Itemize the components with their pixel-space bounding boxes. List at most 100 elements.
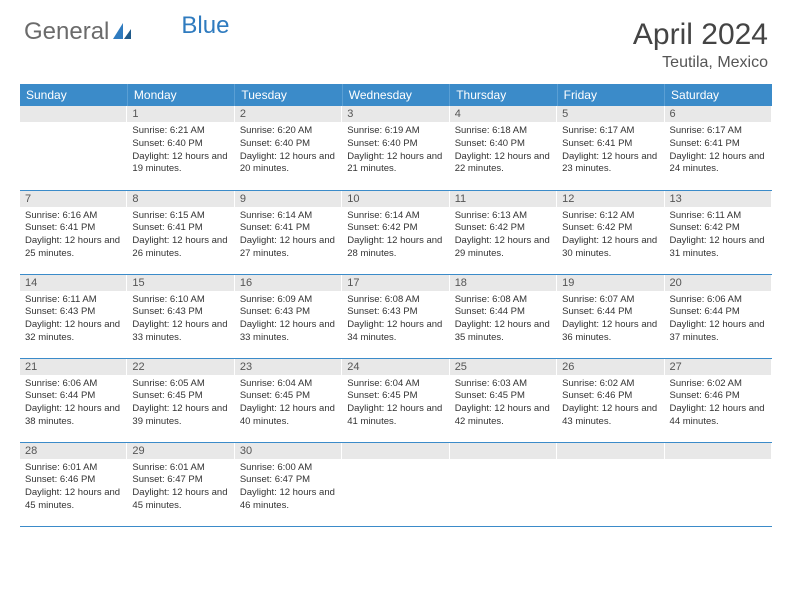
daylight-text: Daylight: 12 hours and 45 minutes. — [25, 487, 123, 513]
sunrise-text: Sunrise: 6:05 AM — [132, 378, 230, 391]
calendar-cell: 28Sunrise: 6:01 AMSunset: 6:46 PMDayligh… — [20, 442, 127, 526]
calendar-cell: 17Sunrise: 6:08 AMSunset: 6:43 PMDayligh… — [342, 274, 449, 358]
sunrise-text: Sunrise: 6:21 AM — [132, 125, 230, 138]
logo: General Blue — [24, 18, 229, 46]
sunrise-text: Sunrise: 6:15 AM — [132, 210, 230, 223]
daylight-text: Daylight: 12 hours and 42 minutes. — [455, 403, 553, 429]
calendar-cell: 12Sunrise: 6:12 AMSunset: 6:42 PMDayligh… — [557, 190, 664, 274]
daylight-text: Daylight: 12 hours and 19 minutes. — [132, 151, 230, 177]
day-number: 9 — [235, 191, 342, 207]
day-details: Sunrise: 6:19 AMSunset: 6:40 PMDaylight:… — [342, 122, 449, 179]
calendar-head: SundayMondayTuesdayWednesdayThursdayFrid… — [20, 84, 772, 106]
day-details: Sunrise: 6:01 AMSunset: 6:46 PMDaylight:… — [20, 459, 127, 516]
day-number: 8 — [127, 191, 234, 207]
daylight-text: Daylight: 12 hours and 46 minutes. — [240, 487, 338, 513]
calendar-cell: 22Sunrise: 6:05 AMSunset: 6:45 PMDayligh… — [127, 358, 234, 442]
table-row: 28Sunrise: 6:01 AMSunset: 6:46 PMDayligh… — [20, 442, 772, 526]
day-details: Sunrise: 6:04 AMSunset: 6:45 PMDaylight:… — [235, 375, 342, 432]
table-row: 14Sunrise: 6:11 AMSunset: 6:43 PMDayligh… — [20, 274, 772, 358]
day-details — [20, 122, 127, 128]
daylight-text: Daylight: 12 hours and 21 minutes. — [347, 151, 445, 177]
day-details: Sunrise: 6:14 AMSunset: 6:42 PMDaylight:… — [342, 207, 449, 264]
sunset-text: Sunset: 6:41 PM — [132, 222, 230, 235]
table-row: 21Sunrise: 6:06 AMSunset: 6:44 PMDayligh… — [20, 358, 772, 442]
day-details: Sunrise: 6:07 AMSunset: 6:44 PMDaylight:… — [557, 291, 664, 348]
sunset-text: Sunset: 6:40 PM — [132, 138, 230, 151]
sunrise-text: Sunrise: 6:09 AM — [240, 294, 338, 307]
sunset-text: Sunset: 6:43 PM — [347, 306, 445, 319]
day-details: Sunrise: 6:03 AMSunset: 6:45 PMDaylight:… — [450, 375, 557, 432]
weekday-header: Saturday — [665, 84, 772, 106]
calendar-cell: 8 Sunrise: 6:15 AMSunset: 6:41 PMDaylight… — [127, 190, 234, 274]
sunrise-text: Sunrise: 6:08 AM — [455, 294, 553, 307]
calendar-cell: 14Sunrise: 6:11 AMSunset: 6:43 PMDayligh… — [20, 274, 127, 358]
page-header: General Blue April 2024 Teutila, Mexico — [0, 0, 792, 80]
calendar-cell: 4Sunrise: 6:18 AMSunset: 6:40 PMDaylight… — [450, 106, 557, 190]
day-number: 28 — [20, 443, 127, 459]
day-number: 19 — [557, 275, 664, 291]
daylight-text: Daylight: 12 hours and 44 minutes. — [670, 403, 768, 429]
sunrise-text: Sunrise: 6:01 AM — [132, 462, 230, 475]
weekday-header: Friday — [557, 84, 664, 106]
weekday-header: Wednesday — [342, 84, 449, 106]
daylight-text: Daylight: 12 hours and 40 minutes. — [240, 403, 338, 429]
day-number: 18 — [450, 275, 557, 291]
calendar-cell — [450, 442, 557, 526]
daylight-text: Daylight: 12 hours and 43 minutes. — [562, 403, 660, 429]
day-details: Sunrise: 6:11 AMSunset: 6:42 PMDaylight:… — [665, 207, 772, 264]
day-details: Sunrise: 6:11 AMSunset: 6:43 PMDaylight:… — [20, 291, 127, 348]
sunset-text: Sunset: 6:43 PM — [132, 306, 230, 319]
calendar-cell: 5Sunrise: 6:17 AMSunset: 6:41 PMDaylight… — [557, 106, 664, 190]
page-subtitle: Teutila, Mexico — [633, 54, 768, 72]
day-number — [20, 106, 127, 122]
sunrise-text: Sunrise: 6:16 AM — [25, 210, 123, 223]
calendar-cell: 23Sunrise: 6:04 AMSunset: 6:45 PMDayligh… — [235, 358, 342, 442]
sunrise-text: Sunrise: 6:02 AM — [562, 378, 660, 391]
day-number: 27 — [665, 359, 772, 375]
sunset-text: Sunset: 6:41 PM — [670, 138, 768, 151]
weekday-header: Monday — [127, 84, 234, 106]
sunrise-text: Sunrise: 6:17 AM — [670, 125, 768, 138]
day-number: 3 — [342, 106, 449, 122]
sunset-text: Sunset: 6:46 PM — [670, 390, 768, 403]
day-number: 23 — [235, 359, 342, 375]
daylight-text: Daylight: 12 hours and 24 minutes. — [670, 151, 768, 177]
day-details: Sunrise: 6:16 AMSunset: 6:41 PMDaylight:… — [20, 207, 127, 264]
calendar-cell: 1Sunrise: 6:21 AMSunset: 6:40 PMDaylight… — [127, 106, 234, 190]
sunrise-text: Sunrise: 6:02 AM — [670, 378, 768, 391]
day-details: Sunrise: 6:13 AMSunset: 6:42 PMDaylight:… — [450, 207, 557, 264]
calendar-cell: 19Sunrise: 6:07 AMSunset: 6:44 PMDayligh… — [557, 274, 664, 358]
day-details: Sunrise: 6:08 AMSunset: 6:44 PMDaylight:… — [450, 291, 557, 348]
calendar-cell: 10Sunrise: 6:14 AMSunset: 6:42 PMDayligh… — [342, 190, 449, 274]
day-details: Sunrise: 6:09 AMSunset: 6:43 PMDaylight:… — [235, 291, 342, 348]
day-number: 22 — [127, 359, 234, 375]
day-number: 16 — [235, 275, 342, 291]
day-number: 2 — [235, 106, 342, 122]
calendar-cell: 6Sunrise: 6:17 AMSunset: 6:41 PMDaylight… — [665, 106, 772, 190]
calendar-cell: 3Sunrise: 6:19 AMSunset: 6:40 PMDaylight… — [342, 106, 449, 190]
calendar-cell — [557, 442, 664, 526]
sunrise-text: Sunrise: 6:07 AM — [562, 294, 660, 307]
day-details: Sunrise: 6:21 AMSunset: 6:40 PMDaylight:… — [127, 122, 234, 179]
sunrise-text: Sunrise: 6:13 AM — [455, 210, 553, 223]
day-details: Sunrise: 6:20 AMSunset: 6:40 PMDaylight:… — [235, 122, 342, 179]
sunrise-text: Sunrise: 6:04 AM — [240, 378, 338, 391]
calendar-cell: 26Sunrise: 6:02 AMSunset: 6:46 PMDayligh… — [557, 358, 664, 442]
logo-sail-icon — [111, 21, 133, 43]
day-details: Sunrise: 6:02 AMSunset: 6:46 PMDaylight:… — [665, 375, 772, 432]
day-number — [342, 443, 449, 459]
sunset-text: Sunset: 6:41 PM — [240, 222, 338, 235]
day-number: 17 — [342, 275, 449, 291]
sunset-text: Sunset: 6:45 PM — [347, 390, 445, 403]
daylight-text: Daylight: 12 hours and 26 minutes. — [132, 235, 230, 261]
day-details — [665, 459, 772, 465]
sunset-text: Sunset: 6:41 PM — [562, 138, 660, 151]
day-number — [450, 443, 557, 459]
sunrise-text: Sunrise: 6:14 AM — [240, 210, 338, 223]
logo-text-blue: Blue — [181, 12, 229, 40]
day-details — [450, 459, 557, 465]
calendar-cell: 18Sunrise: 6:08 AMSunset: 6:44 PMDayligh… — [450, 274, 557, 358]
day-number: 21 — [20, 359, 127, 375]
day-details: Sunrise: 6:05 AMSunset: 6:45 PMDaylight:… — [127, 375, 234, 432]
daylight-text: Daylight: 12 hours and 45 minutes. — [132, 487, 230, 513]
